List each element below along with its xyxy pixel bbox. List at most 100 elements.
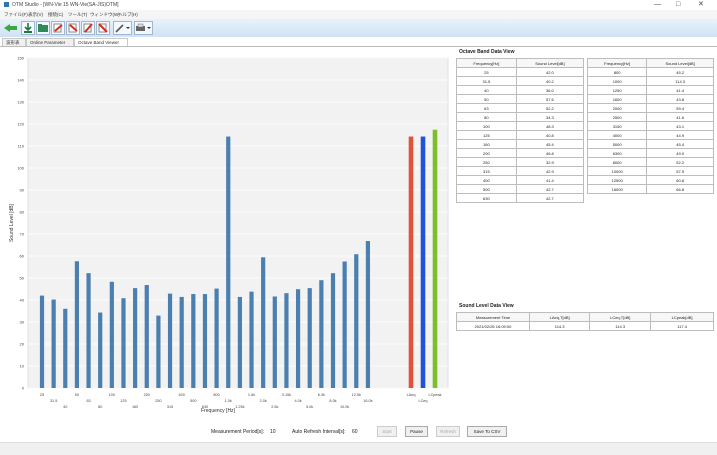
table-row[interactable]: 31.5 40.2 <box>456 76 585 86</box>
table-cell: 34.3 <box>515 112 585 122</box>
table-row[interactable]: 1600 43.8 <box>586 94 714 104</box>
measurement-period-value: 10 <box>270 429 276 435</box>
table-cell: 200 <box>456 148 517 158</box>
table-row[interactable]: 6300 49.0 <box>586 148 714 158</box>
table-row[interactable]: 160 45.4 <box>456 139 585 149</box>
table-cell: 52.2 <box>646 157 714 167</box>
bar <box>39 295 45 388</box>
x-tick-label: 630 <box>202 405 208 409</box>
x-tick-label: 315 <box>167 405 173 409</box>
save-to-csv-button[interactable]: Save To CSV <box>467 426 507 437</box>
import-button[interactable] <box>66 21 80 35</box>
table-row[interactable]: 4000 44.9 <box>586 130 714 140</box>
upload-button[interactable] <box>81 21 95 35</box>
octave-table-right: Frequency[Hz] Sound Level[dB] 800 45.2 100… <box>586 58 714 194</box>
table-cell: 57.5 <box>646 166 714 176</box>
table-row[interactable]: 40 36.0 <box>456 85 585 95</box>
table-cell: 50 <box>456 94 517 104</box>
table-cell: 43.8 <box>646 94 714 104</box>
table-row[interactable]: 25 42.0 <box>456 67 585 77</box>
table-row[interactable]: 400 41.4 <box>456 175 585 185</box>
connect-button[interactable] <box>3 21 19 35</box>
export-button[interactable] <box>51 21 65 35</box>
table-cell: 40.2 <box>515 76 585 86</box>
bar <box>109 281 114 388</box>
window-title: OTM Studio - [WN-Vie 15 WN-Vie(SA-JIS)OT… <box>12 2 119 8</box>
table-row[interactable]: 125 40.8 <box>456 130 585 140</box>
table-row[interactable]: 12500 60.8 <box>586 175 714 185</box>
x-tick-label: 25 <box>40 393 44 397</box>
menu-view[interactable]: 表示(V) <box>28 12 43 17</box>
menu-tools[interactable]: ツール(T) <box>68 12 88 17</box>
table-cell: 8000 <box>586 157 648 167</box>
table-row[interactable]: 50 57.6 <box>456 94 585 104</box>
x-tick-label: 1.6k <box>248 393 255 397</box>
pen-dropdown-button[interactable] <box>113 21 132 35</box>
table-cell: 4000 <box>586 130 648 140</box>
y-tick-label: 150 <box>17 56 24 61</box>
tab-waveform[interactable]: 波形表示 <box>2 38 26 53</box>
bar <box>330 273 336 388</box>
table-row[interactable]: 63 52.2 <box>456 103 585 113</box>
menu-connect[interactable]: 接続(C) <box>48 12 64 17</box>
download-button[interactable] <box>21 21 35 35</box>
table-row[interactable]: 800 45.2 <box>586 67 714 77</box>
arrow-red-down-icon <box>68 23 78 33</box>
menu-help[interactable]: ヘルプ(H) <box>118 12 138 17</box>
maximize-button[interactable]: □ <box>676 1 681 8</box>
octave-band-data-title: Octave Band Data View <box>459 49 515 55</box>
table-row[interactable]: 2021/02/26 16:09:00 114.3 114.3 117.4 <box>456 321 714 331</box>
start-button[interactable]: Start <box>377 426 397 437</box>
table-row[interactable]: 1000 114.3 <box>586 76 714 86</box>
bar <box>249 291 254 388</box>
table-row[interactable]: 3150 43.1 <box>586 121 714 131</box>
table-row[interactable]: 16000 66.8 <box>586 184 714 194</box>
refresh-button[interactable]: Refresh <box>436 426 460 437</box>
tab-online-parameter[interactable]: Online Parameter <box>26 38 74 46</box>
table-cell: 41.4 <box>515 175 585 185</box>
auto-refresh-label: Auto Refresh Interval[s]: <box>292 429 346 435</box>
x-tick-label: 1.0k <box>225 399 232 403</box>
table-row[interactable]: 5000 45.4 <box>586 139 714 149</box>
table-cell: 49.0 <box>646 148 714 158</box>
table-row[interactable]: 200 46.8 <box>456 148 585 158</box>
table-row[interactable]: 630 42.7 <box>456 193 585 203</box>
table-row[interactable]: 1250 41.4 <box>586 85 714 95</box>
table-cell: 2000 <box>586 103 648 113</box>
download-data-button[interactable] <box>96 21 110 35</box>
table-cell: 42.9 <box>515 166 585 176</box>
bar <box>167 293 173 388</box>
table-row[interactable]: 315 42.9 <box>456 166 585 176</box>
table-row[interactable]: 80 34.3 <box>456 112 585 122</box>
bar <box>74 261 80 388</box>
minimize-button[interactable]: — <box>654 1 661 8</box>
tab-octave-band-viewer[interactable]: Octave Band Viewer ✕ <box>74 38 128 53</box>
x-tick-label: 10.0k <box>340 405 349 409</box>
overall-bar <box>408 136 414 388</box>
table-row[interactable]: 2000 59.4 <box>586 103 714 113</box>
table-row[interactable]: 250 32.9 <box>456 157 585 167</box>
column-header: Measurement Time <box>456 312 530 322</box>
y-tick-label: 100 <box>17 166 24 171</box>
table-row[interactable]: 2500 41.6 <box>586 112 714 122</box>
menu-window[interactable]: ウィンドウ(W) <box>90 12 120 17</box>
print-dropdown-button[interactable] <box>134 21 153 35</box>
table-row[interactable]: 8000 52.2 <box>586 157 714 167</box>
table-cell: 42.7 <box>515 184 585 194</box>
table-row[interactable]: 500 42.7 <box>456 184 585 194</box>
table-row[interactable]: 100 48.3 <box>456 121 585 131</box>
pause-button[interactable]: Pause <box>405 426 428 437</box>
table-row[interactable]: 10000 57.5 <box>586 166 714 176</box>
folder-button[interactable] <box>36 21 50 35</box>
menu-file[interactable]: ファイル(F) <box>4 12 28 17</box>
sound-level-table: Measurement Time LAeq,T[dB] LCeq,T[dB] L… <box>456 312 714 331</box>
table-cell: 45.4 <box>646 139 714 149</box>
arrow-down-icon <box>98 23 108 33</box>
table-cell: 40.8 <box>515 130 585 140</box>
download-icon <box>24 23 32 33</box>
table-cell: 42.7 <box>515 193 585 203</box>
x-tick-label: 5.0k <box>306 405 313 409</box>
close-button[interactable]: ✕ <box>698 1 704 8</box>
x-tick-label: 1.25k <box>235 405 244 409</box>
bar <box>133 288 138 388</box>
